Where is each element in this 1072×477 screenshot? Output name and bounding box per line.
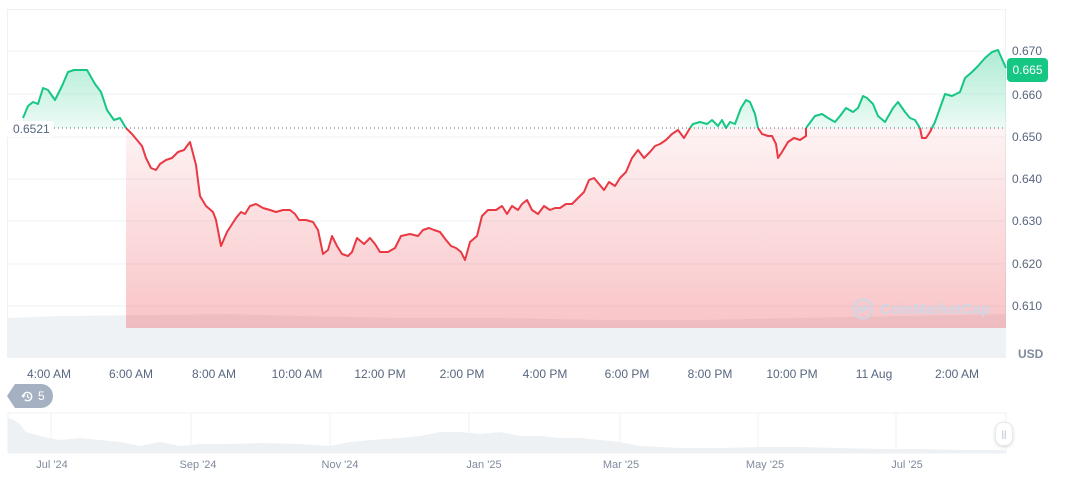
navigator-range-handle[interactable]: || <box>995 422 1013 446</box>
y-axis-label: 0.620 <box>1012 257 1043 271</box>
drag-handle-icon: || <box>1001 429 1007 439</box>
y-axis-label: 0.650 <box>1012 130 1043 144</box>
navigator-label: May '25 <box>745 459 785 471</box>
coinmarketcap-logo-icon <box>852 298 874 320</box>
x-axis-label: 8:00 AM <box>191 367 237 381</box>
history-icon <box>21 391 33 401</box>
y-axis-label: 0.670 <box>1012 44 1043 58</box>
x-axis-label: 4:00 AM <box>26 367 72 381</box>
y-axis-label: 0.630 <box>1012 214 1043 228</box>
navigator-label: Nov '24 <box>321 459 359 471</box>
price-line-down <box>125 127 933 261</box>
x-axis-label: 6:00 PM <box>604 367 650 381</box>
y-axis-label: 0.660 <box>1012 88 1043 102</box>
area-down <box>126 128 1006 328</box>
navigator-label: Jul '24 <box>36 459 68 471</box>
y-axis-label: 0.610 <box>1012 299 1043 313</box>
x-axis-label: 10:00 PM <box>766 367 818 381</box>
x-axis-label: 8:00 PM <box>687 367 733 381</box>
history-badge[interactable]: 5 <box>7 384 53 408</box>
y-axis-label: 0.640 <box>1012 172 1043 186</box>
baseline-price-label: 0.6521 <box>3 121 54 137</box>
area-up <box>23 50 1006 128</box>
history-count: 5 <box>38 389 45 403</box>
x-axis-label: 10:00 AM <box>271 367 323 381</box>
x-axis-label: 2:00 AM <box>934 367 980 381</box>
watermark-text: CoinMarketCap <box>880 300 991 318</box>
x-axis-label: 11 Aug <box>855 367 893 381</box>
x-axis-label: 12:00 PM <box>354 367 406 381</box>
navigator-chart <box>7 412 1007 454</box>
currency-label: USD <box>1018 347 1044 361</box>
x-axis-label: 6:00 AM <box>108 367 154 381</box>
current-price-badge: 0.665 <box>1007 58 1048 82</box>
watermark: CoinMarketCap <box>852 298 990 320</box>
navigator-label: Jul '25 <box>891 459 923 471</box>
x-axis-label: 4:00 PM <box>522 367 568 381</box>
x-axis-label: 2:00 PM <box>439 367 485 381</box>
navigator-label: Sep '24 <box>179 459 217 471</box>
navigator-label: Jan '25 <box>466 459 502 471</box>
navigator-label: Mar '25 <box>602 459 640 471</box>
